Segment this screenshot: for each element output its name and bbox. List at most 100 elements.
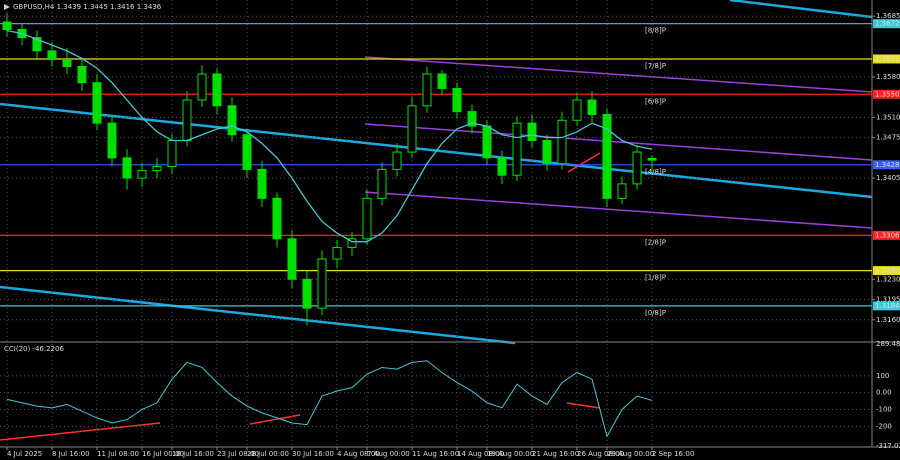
candle-body <box>197 73 207 101</box>
candle-body <box>617 183 627 199</box>
candle-body <box>512 122 522 176</box>
candle-body <box>47 50 57 61</box>
x-tick-label: 16 Jul 00:00 <box>142 450 184 458</box>
x-tick-label: 11 Jul 08:00 <box>97 450 139 458</box>
candle-body <box>647 157 657 161</box>
candle-body <box>557 119 567 165</box>
channel-line <box>364 191 873 229</box>
level-label: [7/8]P <box>645 62 666 70</box>
candle-body <box>422 73 432 107</box>
candle-body <box>452 87 462 113</box>
candle-body <box>227 105 237 136</box>
candle-body <box>587 99 597 115</box>
candle-body <box>317 258 327 309</box>
moving-average <box>6 30 653 243</box>
level-box <box>873 89 900 99</box>
x-tick-label: 8 Jul 16:00 <box>52 450 90 458</box>
divergence-line <box>566 402 601 409</box>
candle-body <box>152 166 162 172</box>
y-tick-label: -317.0223 <box>876 442 900 450</box>
level-box <box>873 19 900 29</box>
channel-line <box>364 56 873 93</box>
symbol-icon <box>4 4 10 10</box>
level-label: [4/8]P <box>645 168 666 176</box>
candle-body <box>362 197 372 240</box>
candle-body <box>302 278 312 309</box>
chart-title: GBPUSD,H4 1.3439 1.3445 1.3416 1.3436 <box>13 3 162 11</box>
candle-body <box>602 113 612 199</box>
level-label: [2/8]P <box>645 238 666 246</box>
candle-body <box>137 170 147 179</box>
candle-body <box>542 140 552 165</box>
level-label: [1/8]P <box>645 274 666 282</box>
candle-body <box>497 157 507 176</box>
level-value: 1.3611 <box>875 55 900 63</box>
cci-line <box>6 360 653 438</box>
level-box <box>873 230 900 240</box>
level-box <box>873 160 900 170</box>
level-box <box>873 54 900 64</box>
y-tick-label: 1.3580 <box>876 73 900 81</box>
x-tick-label: 28 Jul 00:00 <box>247 450 289 458</box>
candle-body <box>32 37 42 52</box>
divergence-line <box>0 422 161 441</box>
x-tick-label: 29 Aug 00:00 <box>607 450 654 458</box>
candle-body <box>347 238 357 248</box>
y-tick-label: 1.3405 <box>876 174 900 182</box>
y-tick-label: -200 <box>876 422 892 430</box>
x-tick-label: 19 Aug 00:00 <box>487 450 534 458</box>
x-tick-label: 26 Aug 08:00 <box>577 450 624 458</box>
channel-line <box>0 285 516 345</box>
level-label: [0/8]P <box>645 309 666 317</box>
candle-body <box>482 125 492 159</box>
indicator-title: CCI(20) -46.2206 <box>4 345 64 353</box>
candle-body <box>257 168 267 199</box>
x-tick-label: 4 Jul 2025 <box>7 450 42 458</box>
candle-body <box>2 21 12 30</box>
level-label: [6/8]P <box>645 97 666 105</box>
candle-body <box>287 238 297 280</box>
y-tick-label: 1.3475 <box>876 134 900 142</box>
x-tick-label: 11 Aug 16:00 <box>412 450 459 458</box>
level-box <box>873 266 900 276</box>
y-tick-label: 289.4823 <box>876 340 900 348</box>
candle-body <box>122 157 132 179</box>
level-box <box>873 301 900 311</box>
candle-body <box>92 82 102 124</box>
level-value: 1.3306 <box>875 231 900 239</box>
level-value: 1.3245 <box>875 267 900 275</box>
y-tick-label: 1.3230 <box>876 275 900 283</box>
candle-body <box>407 105 417 153</box>
candle-body <box>167 140 177 168</box>
candle-body <box>377 168 387 199</box>
x-tick-label: 21 Aug 16:00 <box>532 450 579 458</box>
level-value: 1.3550 <box>875 90 900 98</box>
candle-body <box>212 73 222 107</box>
candle-body <box>467 111 477 127</box>
channel-line <box>729 0 873 19</box>
divergence-line <box>567 152 601 173</box>
candle-body <box>107 122 117 159</box>
candle-body <box>392 151 402 170</box>
y-tick-label: 1.3160 <box>876 316 900 324</box>
candle-body <box>572 99 582 121</box>
x-tick-label: 30 Jul 16:00 <box>292 450 334 458</box>
level-value: 1.3672 <box>875 20 900 28</box>
y-tick-label: -100 <box>876 406 892 414</box>
candle-body <box>182 99 192 142</box>
y-tick-label: 1.3685 <box>876 12 900 20</box>
x-tick-label: 23 Jul 08:00 <box>217 450 259 458</box>
x-tick-label: 2 Sep 16:00 <box>652 450 694 458</box>
candle-body <box>242 134 252 170</box>
candle-body <box>437 73 447 89</box>
candle-body <box>632 151 642 185</box>
y-tick-label: 1.3510 <box>876 113 900 121</box>
candle-body <box>527 122 537 142</box>
x-tick-label: 4 Aug 08:00 <box>337 450 380 458</box>
x-tick-label: 7 Aug 00:00 <box>367 450 410 458</box>
y-tick-label: 100 <box>876 372 889 380</box>
candle-body <box>272 197 282 240</box>
x-tick-label: 14 Aug 08:00 <box>457 450 504 458</box>
candle-body <box>77 65 87 84</box>
